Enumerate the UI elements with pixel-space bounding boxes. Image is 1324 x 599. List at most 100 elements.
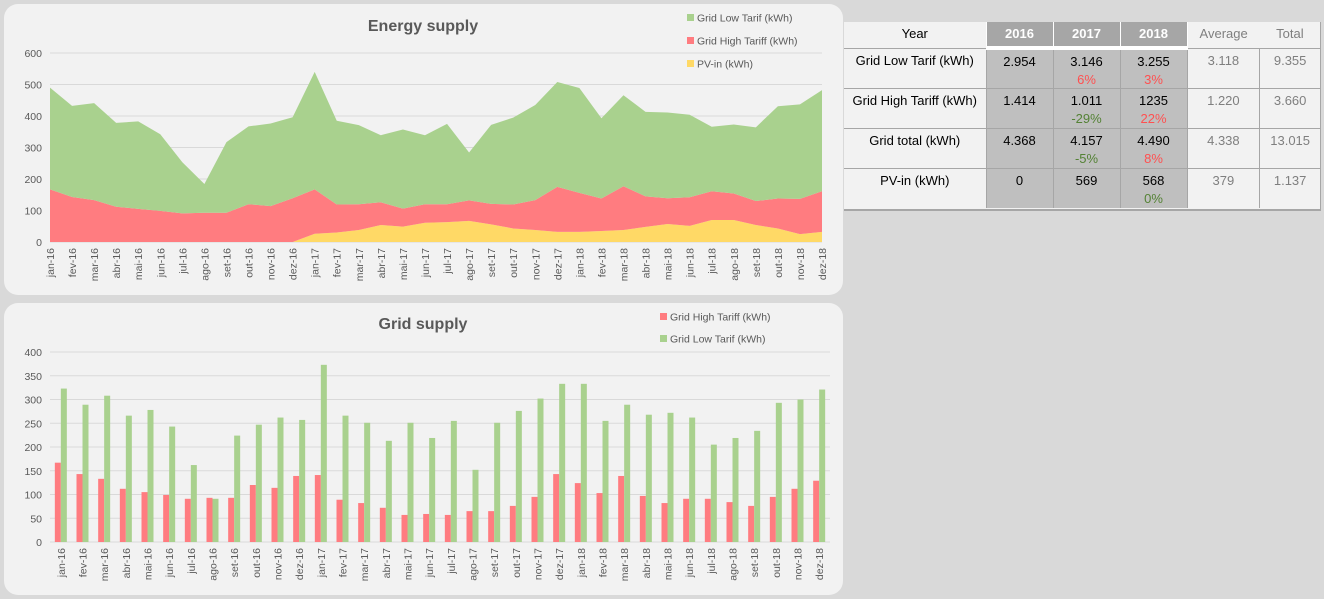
x-tick-label: mar-17 xyxy=(359,548,371,581)
chart-title: Grid supply xyxy=(379,316,468,333)
x-tick-label: abr-16 xyxy=(111,248,123,279)
y-tick-label: 0 xyxy=(36,237,42,249)
average-cell: 3.118 xyxy=(1186,47,1260,88)
y-tick-label: 400 xyxy=(24,111,42,123)
bar-low-nov-18 xyxy=(797,399,804,542)
grid-supply-chart: 0 50 100 150 200 250 300 350 400 jan-16 fev-16 mar-… xyxy=(24,312,830,581)
bar-low-nov-17 xyxy=(537,398,544,542)
bar-high-dez-16 xyxy=(293,475,300,542)
x-tick-label: ago-17 xyxy=(468,548,480,581)
year-value-cell: 4.157 -5% xyxy=(1052,127,1121,168)
year-value-cell: 568 0% xyxy=(1119,167,1188,208)
bar-high-nov-17 xyxy=(531,496,538,542)
bar-high-mar-17 xyxy=(358,503,365,542)
y-tick-label: 400 xyxy=(24,347,42,359)
bar-low-out-17 xyxy=(515,410,522,542)
x-tick-label: nov-16 xyxy=(273,548,285,580)
x-tick-label: dez-18 xyxy=(814,548,826,580)
bar-low-abr-16 xyxy=(125,415,132,542)
header-2017: 2017 xyxy=(1052,22,1121,50)
bar-low-jan-16 xyxy=(60,388,67,542)
x-tick-label: fev-18 xyxy=(598,548,610,577)
x-tick-label: out-17 xyxy=(508,248,520,278)
bar-high-mai-18 xyxy=(661,503,668,542)
change-percent: 8% xyxy=(1144,150,1163,166)
bar-low-jul-16 xyxy=(190,465,197,542)
y-tick-label: 250 xyxy=(24,418,42,430)
legend-swatch xyxy=(687,37,694,44)
change-percent: 3% xyxy=(1144,72,1163,87)
change-percent: 6% xyxy=(1077,72,1096,87)
x-tick-label: jun-16 xyxy=(164,548,176,578)
bar-high-out-18 xyxy=(769,496,776,542)
total-cell: 1.137 xyxy=(1259,167,1320,208)
year-value-cell: 3.146 6% xyxy=(1052,47,1121,88)
bar-low-out-18 xyxy=(775,402,782,542)
total-cell: 9.355 xyxy=(1259,47,1320,88)
year-value-cell: 3.255 3% xyxy=(1119,47,1188,88)
bar-high-abr-18 xyxy=(639,495,646,542)
y-tick-label: 200 xyxy=(24,442,42,454)
bar-high-fev-18 xyxy=(596,493,603,542)
bar-high-out-17 xyxy=(509,505,516,542)
x-tick-label: mai-16 xyxy=(133,248,145,280)
x-tick-label: nov-16 xyxy=(266,248,278,280)
x-tick-label: ago-18 xyxy=(728,548,740,581)
total-cell: 3.660 xyxy=(1259,87,1320,128)
x-tick-label: jun-17 xyxy=(420,248,432,278)
x-tick-label: mar-16 xyxy=(89,248,101,281)
y-tick-label: 600 xyxy=(24,48,42,60)
grid-supply-chart-panel: 0 50 100 150 200 250 300 350 400 jan-16 fev-16 mar-… xyxy=(4,303,843,595)
energy-supply-chart: 0 100 200 300 400 500 600 jan-16 fev-16 mar-16 abr… xyxy=(24,13,829,282)
y-tick-label: 200 xyxy=(24,174,42,186)
x-tick-label: set-18 xyxy=(749,548,761,577)
bar-high-jan-17 xyxy=(314,475,321,542)
legend-swatch xyxy=(660,335,667,342)
bar-low-mar-17 xyxy=(364,422,371,542)
bar-low-dez-17 xyxy=(559,383,566,542)
change-percent: -5% xyxy=(1074,150,1099,166)
row-label: Grid total (kWh) xyxy=(844,127,987,168)
x-tick-label: mai-17 xyxy=(398,248,410,280)
x-tick-label: out-16 xyxy=(244,248,256,278)
y-tick-label: 300 xyxy=(24,395,42,407)
legend-swatch xyxy=(660,313,667,320)
legend-label: Grid High Tariff (kWh) xyxy=(670,312,771,324)
year-value-cell: 1.414 xyxy=(985,87,1054,128)
x-tick-label: dez-18 xyxy=(817,248,829,280)
value: 3.146 xyxy=(1070,54,1103,69)
x-tick-label: fev-16 xyxy=(78,548,90,577)
x-tick-label: dez-16 xyxy=(288,248,300,280)
bar-high-set-16 xyxy=(228,497,235,542)
bar-high-mar-18 xyxy=(618,475,625,542)
x-tick-label: fev-18 xyxy=(596,248,608,277)
x-tick-label: abr-16 xyxy=(121,548,133,579)
x-tick-label: ago-18 xyxy=(729,248,741,281)
x-tick-label: out-16 xyxy=(251,548,263,578)
x-tick-label: mar-18 xyxy=(619,548,631,581)
chart-title: Energy supply xyxy=(368,18,478,35)
header-total: Total xyxy=(1276,26,1304,41)
x-tick-label: jul-18 xyxy=(707,248,719,275)
value: 4.368 xyxy=(1003,132,1036,148)
x-tick-label: out-17 xyxy=(511,548,523,578)
bar-low-jun-16 xyxy=(169,426,176,542)
y-tick-label: 50 xyxy=(30,513,42,525)
y-tick-label: 350 xyxy=(24,371,42,383)
x-tick-label: abr-17 xyxy=(381,548,393,579)
x-tick-label: jul-18 xyxy=(706,548,718,575)
x-tick-label: nov-18 xyxy=(795,248,807,280)
bar-low-ago-16 xyxy=(212,498,219,542)
x-tick-label: abr-17 xyxy=(376,248,388,279)
legend-label: PV-in (kWh) xyxy=(697,59,753,71)
x-tick-label: ago-16 xyxy=(208,548,220,581)
header-2018: 2018 xyxy=(1119,22,1188,50)
bar-high-abr-17 xyxy=(379,507,386,542)
x-tick-label: set-16 xyxy=(229,548,241,577)
x-tick-label: fev-16 xyxy=(67,248,79,277)
x-tick-label: set-17 xyxy=(486,248,498,277)
bar-low-jun-17 xyxy=(429,437,436,542)
bar-low-set-16 xyxy=(234,435,241,542)
x-tick-label: nov-17 xyxy=(533,548,545,580)
x-tick-label: jan-17 xyxy=(310,248,322,278)
